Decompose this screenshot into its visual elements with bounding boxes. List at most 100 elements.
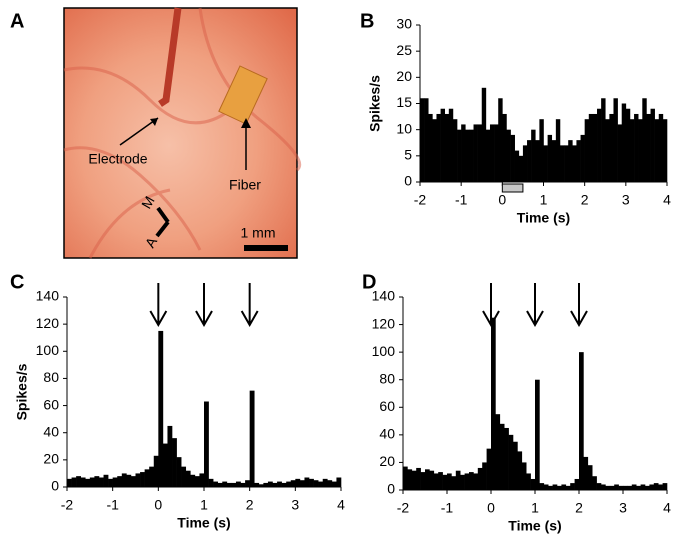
bar [71,477,77,487]
panel-a: A Electrode Fiber M A 1 mm [10,7,302,259]
bar [258,484,264,487]
y-tick-label: 140 [372,288,396,304]
bar [411,470,417,490]
bar [613,98,618,182]
annotation: Fiber [229,177,261,193]
bar [327,480,333,487]
bar [190,474,196,487]
y-tick-label: 0 [387,481,395,497]
x-tick-label: -1 [106,497,119,513]
x-tick-label: 0 [498,192,506,208]
bar [432,119,437,182]
panel-label: C [10,271,24,293]
x-tick-label: 1 [200,497,208,513]
bar [407,469,413,490]
stimulus-arrow [526,283,544,328]
bar [76,476,81,487]
bar [299,480,305,487]
x-tick-label: -2 [414,192,427,208]
bar [588,113,594,182]
bar [609,113,614,182]
bar [240,482,246,487]
bar [495,414,501,490]
bar [502,113,507,182]
panel-label: B [360,10,374,32]
bar [482,462,487,490]
x-tick-label: 4 [663,500,671,516]
bar [121,473,127,487]
bar [98,477,104,487]
bar [568,140,573,182]
bar [204,401,209,487]
bar [561,484,567,490]
x-tick-label: 2 [246,497,254,513]
bar [491,317,496,490]
bar [618,485,624,490]
bar [605,485,611,490]
y-tick-label: 0 [404,173,412,189]
bar [447,473,452,490]
bar [80,477,86,487]
electrode [158,7,182,107]
stimulus-arrow [482,283,500,328]
bar [112,477,118,487]
bar [473,473,479,490]
bar [194,476,200,487]
bar [508,434,514,490]
bar [597,108,602,182]
x-axis-title: Time (s) [177,515,230,531]
bar [638,119,643,182]
panel-label: D [362,271,376,293]
bar [559,145,565,182]
bar [535,379,540,490]
x-tick-label: 0 [154,497,162,513]
bar [640,484,646,490]
bar [231,482,237,487]
bar [658,113,664,182]
bar [167,425,173,487]
bar [235,481,241,487]
bar [522,145,528,182]
bar [424,98,429,182]
bar [448,108,454,182]
vessel [63,7,302,259]
x-tick-label: 4 [337,497,345,513]
bar [486,448,492,490]
bar [158,330,164,487]
bar [135,473,141,487]
bar [506,129,511,182]
bar [521,462,527,490]
bar [295,478,301,487]
bar [548,485,553,490]
bar [485,129,491,182]
bar [455,470,461,490]
bar [460,474,465,490]
y-tick-label: 80 [379,370,395,386]
bar [249,390,255,487]
bar [623,485,628,490]
bar [530,478,536,490]
bar [425,469,430,490]
bar [646,113,651,182]
y-tick-label: 30 [396,16,412,32]
bar [614,484,619,490]
arrow [119,117,159,146]
bar [498,98,503,182]
bar [653,483,659,490]
y-tick-label: 120 [372,315,396,331]
bar [172,438,177,487]
bar [336,477,342,487]
bar [444,113,450,182]
bar [584,119,590,182]
bar [469,472,474,490]
bar [309,478,314,487]
y-tick-label: 20 [379,453,395,469]
bar [140,472,145,487]
x-tick-label: 1 [540,192,548,208]
bar [539,119,544,182]
bar [420,472,426,490]
bar [254,482,260,487]
bar [625,108,631,182]
stimulus-arrow [240,283,259,328]
x-tick-label: -1 [441,500,454,516]
